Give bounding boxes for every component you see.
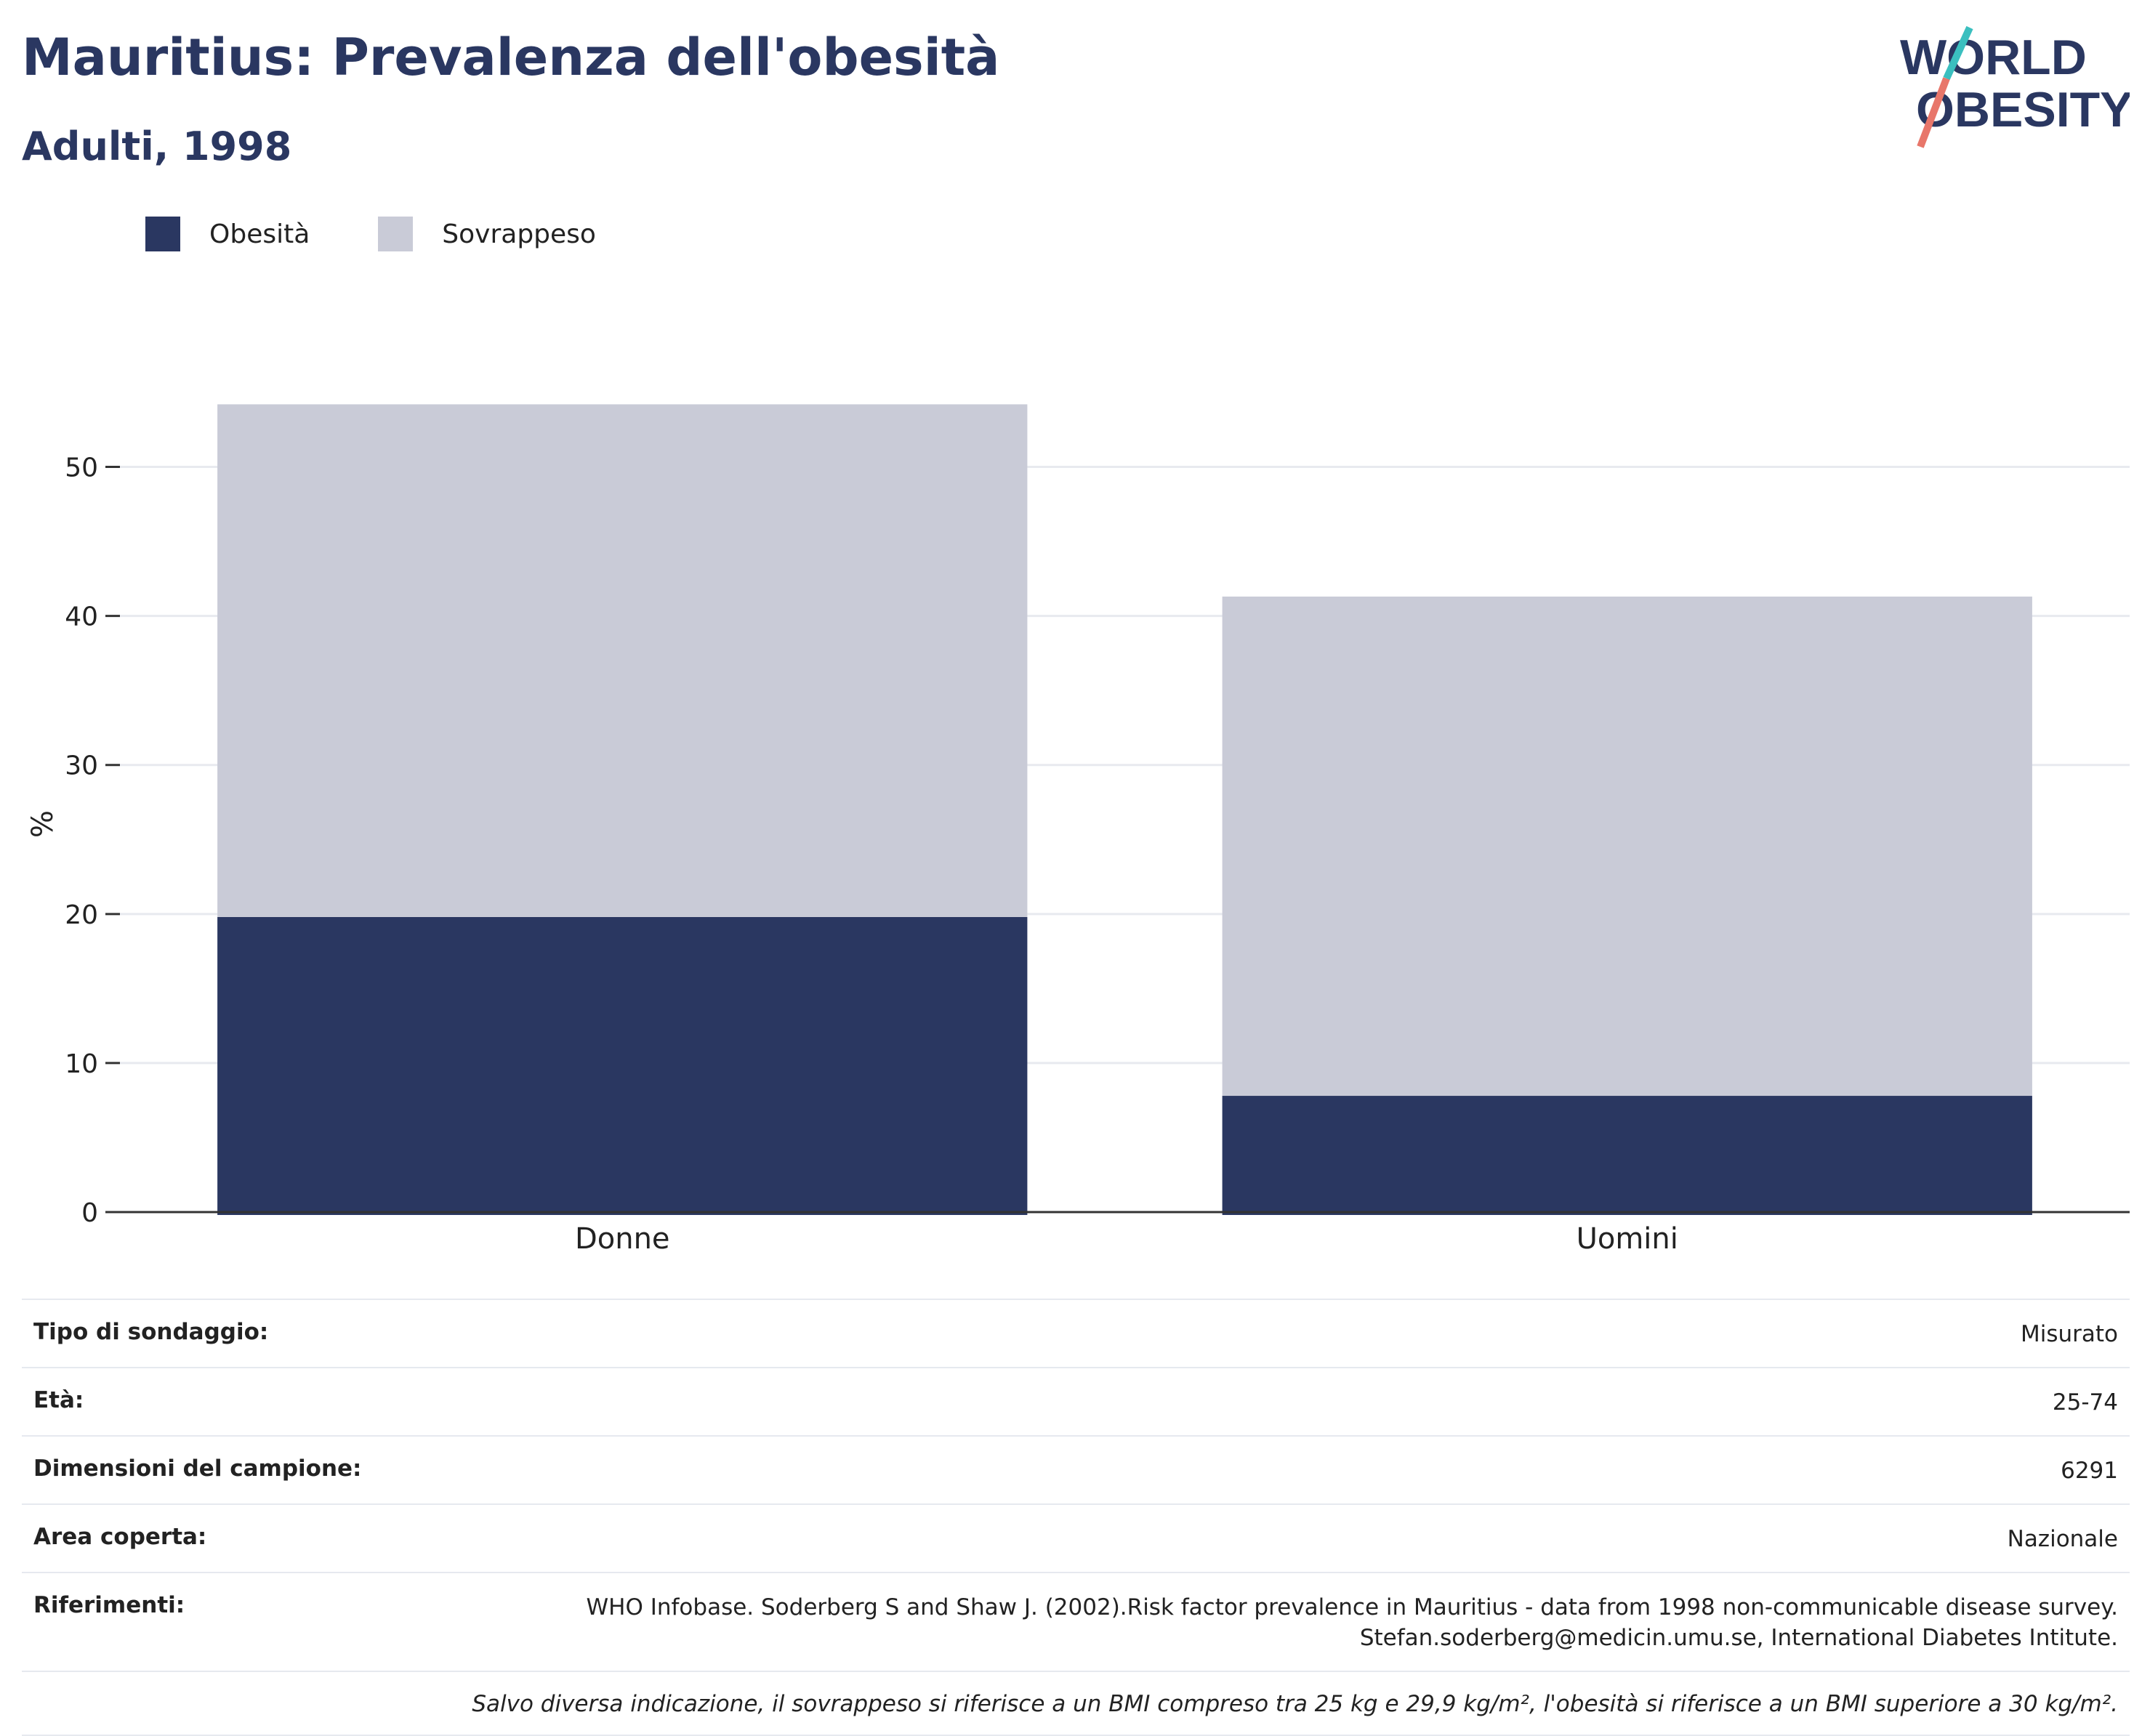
- legend-item-obesity[interactable]: Obesità: [145, 217, 310, 251]
- logo-line2: OBESITY: [1916, 82, 2130, 137]
- info-row-sample-size: Dimensioni del campione: 6291: [22, 1435, 2130, 1503]
- reference-line: Stefan.soderberg@medicin.umu.se, Interna…: [1359, 1625, 2118, 1651]
- x-tick-label: Uomini: [1577, 1222, 1678, 1256]
- stacked-bar-chart: 0 10 20 30 40 50 Donne Uomini %: [26, 404, 2130, 1256]
- legend: Obesità Sovrappeso: [145, 217, 664, 251]
- bar-overweight-uomini: [1222, 596, 2032, 1097]
- info-value: WHO Infobase. Soderberg S and Shaw J. (2…: [587, 1592, 2118, 1653]
- logo-slash-coral: [1917, 77, 1950, 148]
- legend-swatch-overweight: [378, 217, 414, 251]
- y-tick-label: 10: [65, 1049, 98, 1079]
- info-value: 6291: [2061, 1458, 2118, 1484]
- info-row-references: Riferimenti: WHO Infobase. Soderberg S a…: [22, 1572, 2130, 1671]
- info-row-area: Area coperta: Nazionale: [22, 1503, 2130, 1572]
- y-axis-label: %: [26, 810, 60, 838]
- world-obesity-logo: WORLD OBESITY: [1900, 25, 2130, 148]
- bar-overweight-donne: [217, 404, 1028, 917]
- y-tick-label: 20: [65, 900, 98, 930]
- bar-obesity-donne: [217, 916, 1028, 1215]
- legend-label-overweight: Sovrappeso: [442, 219, 596, 249]
- definition-note: Salvo diversa indicazione, il sovrappeso…: [22, 1671, 2130, 1736]
- info-row-age: Età: 25-74: [22, 1367, 2130, 1435]
- info-row-survey-type: Tipo di sondaggio: Misurato: [22, 1299, 2130, 1367]
- legend-label-obesity: Obesità: [209, 219, 310, 249]
- info-key: Età:: [33, 1387, 84, 1413]
- survey-info-table: Tipo di sondaggio: Misurato Età: 25-74 D…: [22, 1299, 2130, 1736]
- legend-swatch-obesity: [145, 217, 180, 251]
- logo-slash-teal: [1943, 25, 1973, 81]
- legend-item-overweight[interactable]: Sovrappeso: [378, 217, 596, 251]
- chart-title: Mauritius: Prevalenza dell'obesità: [22, 28, 1000, 87]
- info-value: 25-74: [2052, 1389, 2118, 1416]
- reference-line: WHO Infobase. Soderberg S and Shaw J. (2…: [586, 1594, 2118, 1620]
- y-tick-label: 40: [65, 602, 98, 632]
- bar-obesity-uomini: [1222, 1096, 2032, 1215]
- info-key: Tipo di sondaggio:: [33, 1319, 269, 1345]
- logo-line1: WORLD: [1900, 30, 2087, 85]
- y-tick-label: 0: [81, 1198, 98, 1228]
- chart-subtitle: Adulti, 1998: [22, 124, 292, 169]
- y-tick-label: 50: [65, 453, 98, 483]
- y-tick-label: 30: [65, 751, 98, 781]
- info-value: Misurato: [2020, 1321, 2118, 1347]
- info-key: Dimensioni del campione:: [33, 1456, 362, 1482]
- info-key: Riferimenti:: [33, 1592, 185, 1618]
- info-key: Area coperta:: [33, 1524, 207, 1550]
- info-value: Nazionale: [2007, 1526, 2118, 1552]
- x-tick-label: Donne: [575, 1222, 670, 1256]
